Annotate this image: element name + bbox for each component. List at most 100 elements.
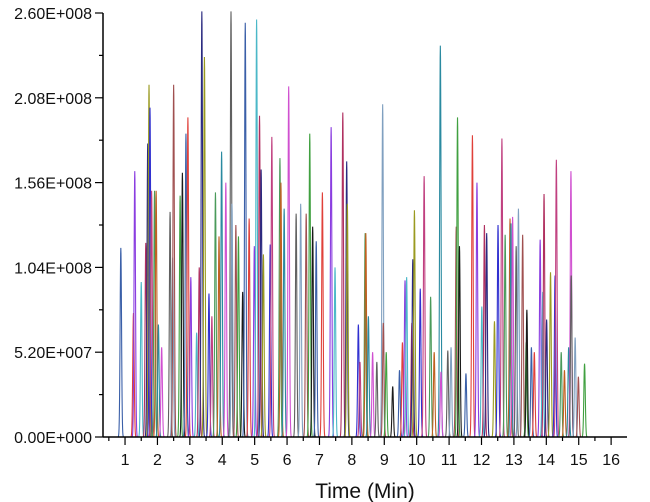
- chromatogram-peak: [396, 370, 403, 438]
- x-tick-label: 15: [570, 452, 588, 469]
- chromatogram-peak: [196, 267, 203, 438]
- y-tick-label: 1.04E+008: [14, 260, 92, 277]
- x-tick-label: 13: [505, 452, 523, 469]
- chromatogram-peak: [146, 107, 154, 438]
- chromatogram-peak: [483, 233, 490, 438]
- y-tick-label: 1.56E+008: [14, 176, 92, 193]
- x-axis-title: Time (Min): [315, 480, 415, 502]
- chromatogram-peak: [420, 176, 428, 438]
- chromatogram-peak: [292, 213, 300, 438]
- x-tick-label: 9: [380, 452, 389, 469]
- chromatogram-peak: [507, 223, 515, 438]
- chromatogram-peak: [313, 241, 320, 438]
- chromatogram-peak: [187, 277, 194, 438]
- chromatogram-peak: [280, 208, 288, 438]
- chromatogram-peak: [581, 363, 588, 438]
- chromatogram-peak: [469, 135, 476, 438]
- chromatogram-peak: [193, 332, 200, 438]
- chromatogram-peak: [170, 84, 177, 438]
- chromatogram-peak: [478, 306, 485, 438]
- chromatogram-peak: [357, 361, 363, 438]
- chromatogram-peak: [176, 195, 184, 438]
- chromatogram-peak: [251, 246, 258, 438]
- x-tick-label: 11: [441, 452, 458, 469]
- x-tick-label: 8: [347, 452, 356, 469]
- chromatogram-peak: [131, 171, 138, 438]
- x-tick-label: 12: [473, 452, 491, 469]
- chromatogram-peak: [547, 272, 554, 438]
- chromatogram-peak: [245, 218, 253, 438]
- chromatogram-peak: [184, 117, 192, 438]
- chromatogram-peak: [327, 127, 335, 438]
- chromatogram-peak: [540, 194, 548, 438]
- y-tick-label: 5.20E+007: [14, 345, 92, 362]
- chromatogram-peak: [369, 352, 376, 438]
- axes-group: 0.00E+000 5.20E+007 1.04E+008 1.56E+008 2.08…: [14, 6, 627, 469]
- chromatogram-peak: [215, 236, 223, 438]
- chromatogram-peak: [431, 352, 438, 438]
- chromatogram-peak: [454, 117, 461, 438]
- x-tick-label: 3: [185, 452, 194, 469]
- chromatogram-peak: [117, 247, 124, 438]
- x-tick-label: 10: [408, 452, 426, 469]
- chromatogram-peak: [462, 373, 469, 438]
- chromatogram-peak: [403, 277, 410, 438]
- x-tick-label: 6: [283, 452, 292, 469]
- chromatogram-peak: [198, 11, 206, 438]
- chromatogram-peak: [227, 11, 235, 438]
- chromatogram-peak: [201, 57, 208, 438]
- chromatogram-peak: [401, 280, 409, 438]
- x-tick-label: 5: [250, 452, 259, 469]
- chromatogram-peak: [523, 309, 530, 438]
- chromatogram-peak: [148, 190, 155, 438]
- chromatogram-peak: [260, 254, 267, 438]
- y-tick-label: 0.00E+000: [14, 430, 92, 447]
- chromatogram-peak: [502, 234, 509, 438]
- chromatogram-peak: [506, 218, 514, 438]
- chromatogram-peak: [222, 182, 229, 438]
- chromatogram-peak: [575, 376, 582, 438]
- chromatogram-peak: [513, 246, 520, 438]
- chromatogram-peak: [319, 192, 326, 438]
- chromatogram-peak: [383, 352, 390, 438]
- chromatogram-peak: [257, 169, 265, 438]
- x-tick-label: 16: [602, 452, 620, 469]
- chromatogram-peak: [158, 347, 165, 438]
- chromatogram-peak: [239, 291, 246, 438]
- chromatogram-peak: [145, 84, 153, 438]
- chromatogram-peak: [528, 347, 535, 438]
- x-tick-label: 2: [153, 452, 162, 469]
- chromatogram-peak: [448, 347, 455, 438]
- chromatogram-peak: [473, 182, 481, 438]
- chromatogram-peak: [344, 203, 351, 438]
- chromatogram-peak: [380, 322, 387, 438]
- chromatogram-peak: [456, 246, 463, 438]
- chromatogram-peak: [373, 361, 380, 438]
- chromatogram-peak: [339, 112, 347, 438]
- chromatogram-peak: [253, 19, 260, 438]
- chromatogram-peak: [481, 224, 488, 438]
- x-tick-label: 1: [121, 452, 130, 469]
- x-tick-label: 14: [537, 452, 555, 469]
- chromatogram-peak: [444, 350, 451, 438]
- chromatogram-peak: [355, 324, 362, 438]
- peak-series-group: [117, 11, 588, 438]
- chromatogram-peak: [343, 161, 350, 438]
- chromatogram-peak: [409, 259, 416, 438]
- chromatogram-peak: [531, 352, 538, 438]
- chromatogram-peak: [438, 371, 444, 438]
- chromatogram-peak: [268, 136, 276, 438]
- chromatogram-peak: [152, 190, 160, 438]
- chromatogram-peak: [285, 86, 292, 438]
- chromatogram-peak: [306, 133, 313, 438]
- chromatogram-peak: [232, 224, 240, 438]
- chromatogram-peak: [182, 133, 190, 438]
- chromatogram-peak: [362, 233, 369, 438]
- y-tick-label: 2.08E+008: [14, 91, 92, 108]
- chromatogram-peak: [138, 282, 145, 438]
- chromatogram-peak: [389, 386, 396, 438]
- chromatogram-peak: [565, 347, 572, 438]
- chromatogram-peak: [297, 203, 304, 438]
- chromatogram-peak: [267, 244, 274, 438]
